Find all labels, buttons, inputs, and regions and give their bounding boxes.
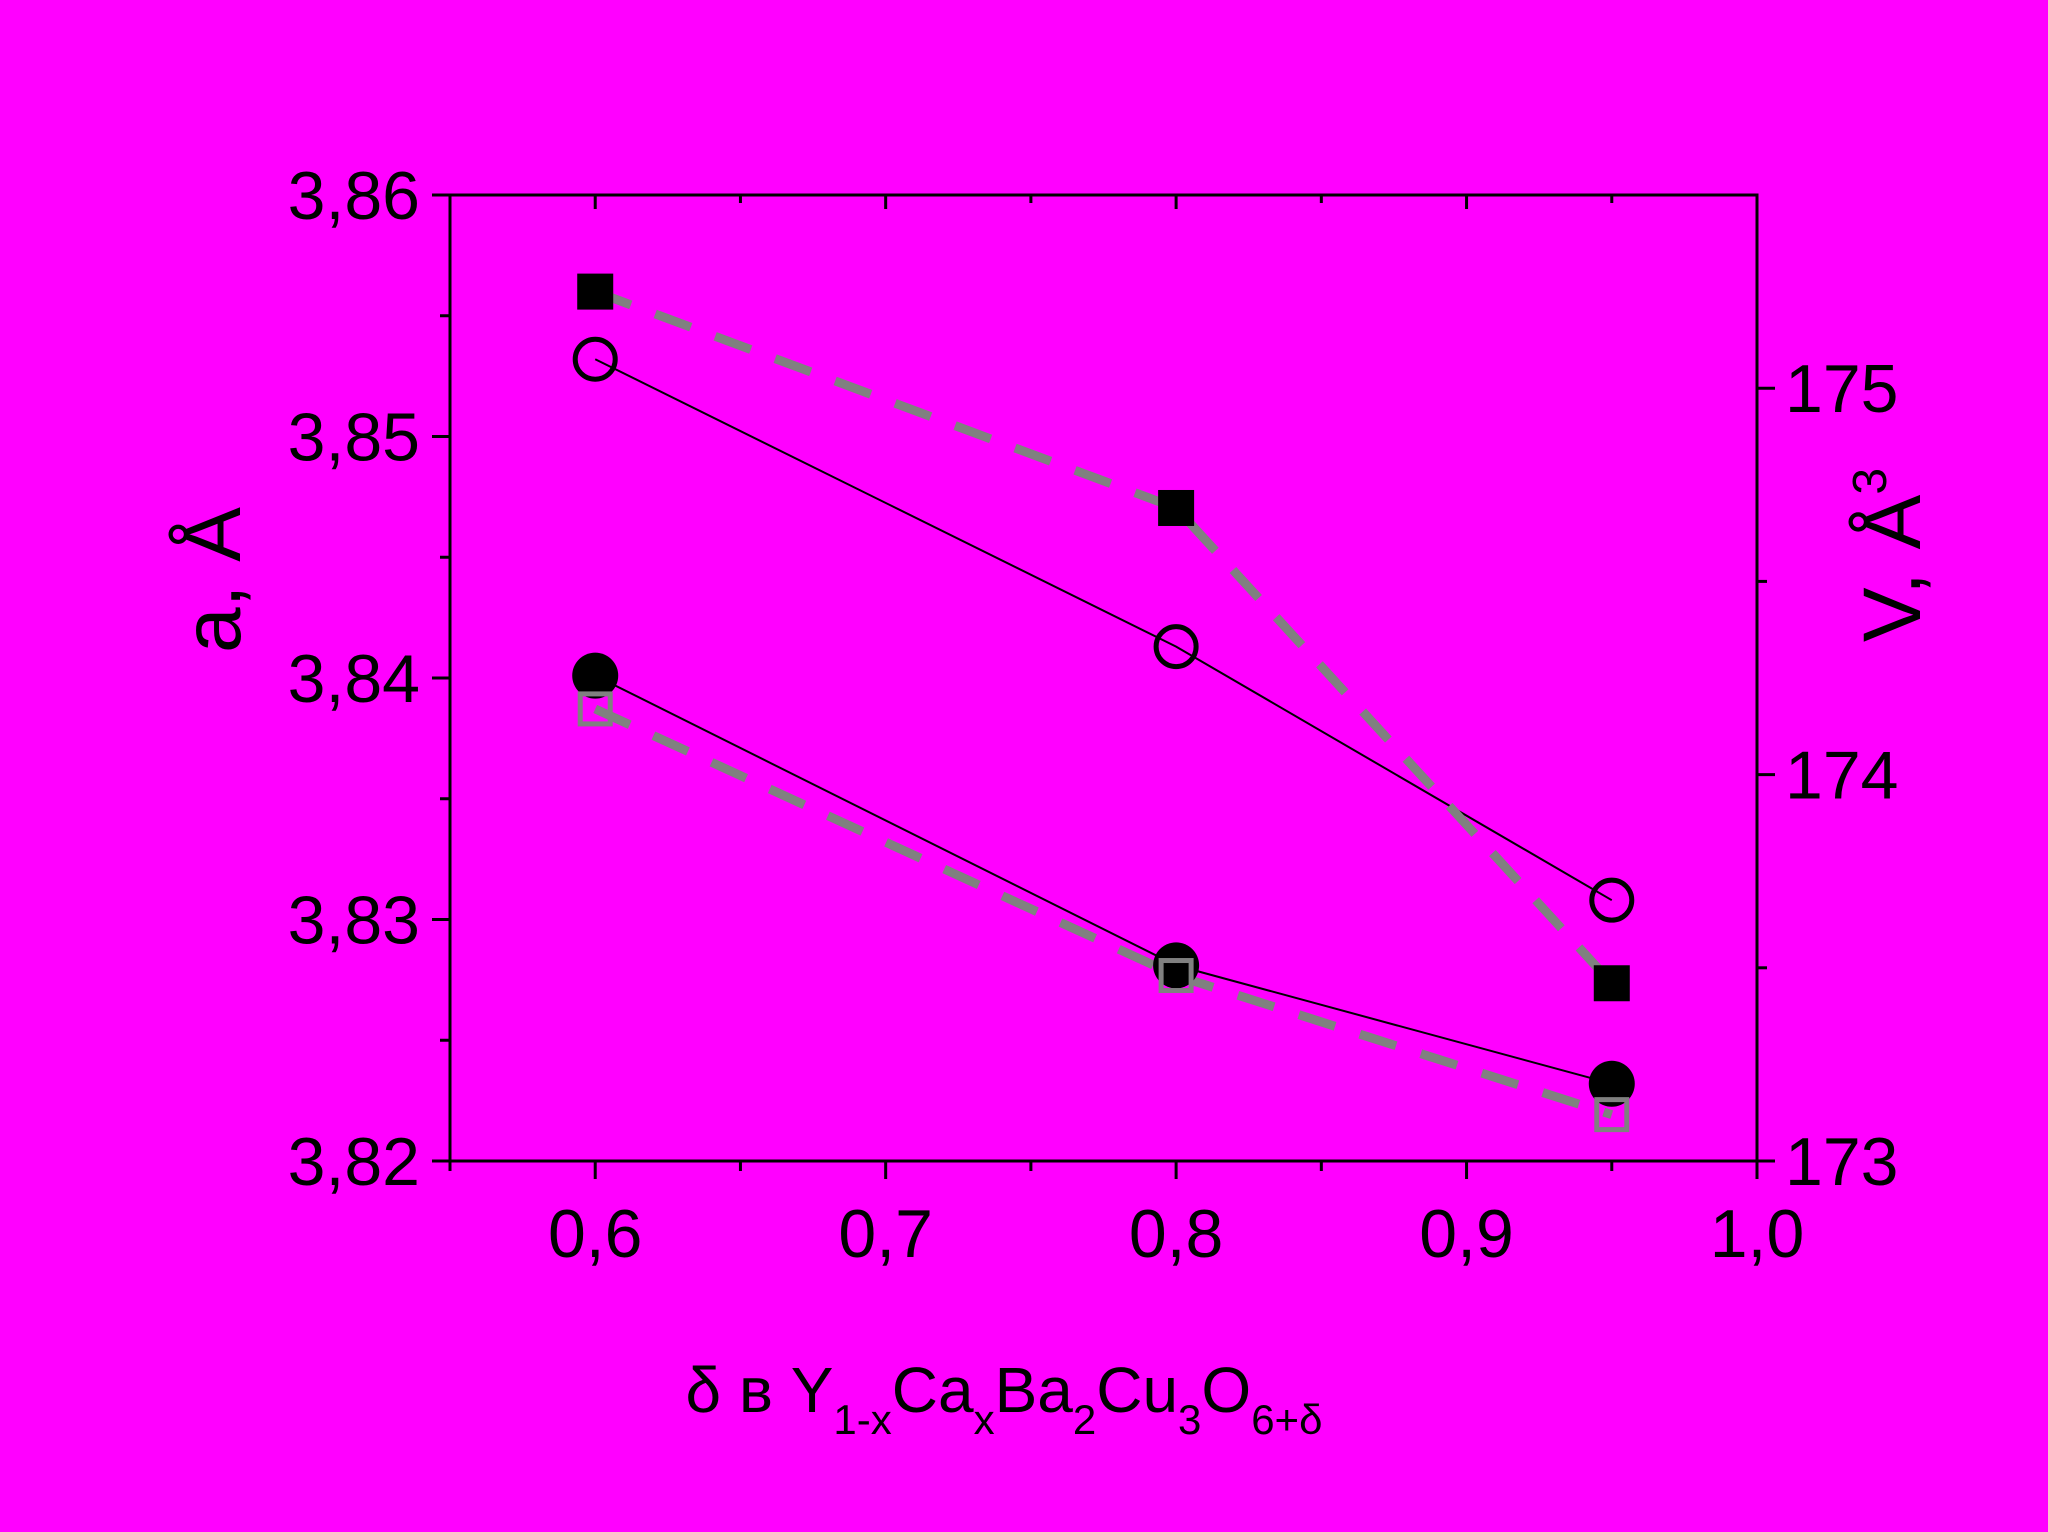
x-label-part: O	[1201, 1354, 1251, 1426]
y-right-tick-label: 173	[1785, 1124, 1898, 1200]
y-right-label-text: V, Å3	[1844, 468, 1938, 642]
x-tick-label: 1,0	[1710, 1196, 1805, 1272]
x-label-part: Ba	[995, 1354, 1074, 1426]
marker-filled-circle	[1153, 942, 1200, 989]
marker-open-square	[1158, 958, 1194, 994]
y-right-label: V, Å3	[1844, 468, 1938, 642]
marker-open-circle	[572, 336, 618, 382]
y-right-tick-label: 174	[1785, 738, 1898, 814]
series-line-open-circle	[594, 358, 1613, 902]
tick-labels: 0,6 0,7 0,8 0,9 1,0 3,82 3,83 3,84 3,85 3,86 173 17…	[288, 158, 1899, 1272]
x-label-sub: x	[974, 1396, 995, 1443]
axis-ticks	[432, 193, 1775, 1179]
y-right-label-sup: 3	[1844, 468, 1897, 495]
y-left-label-text: a, Å	[167, 507, 258, 653]
x-label-sub: 2	[1073, 1396, 1096, 1443]
marker-filled-square	[1593, 965, 1630, 1002]
x-label-sub: 6+δ	[1251, 1396, 1322, 1443]
marker-filled-square	[1158, 489, 1195, 526]
marker-open-circle	[1589, 877, 1635, 923]
y-left-tick-label: 3,85	[288, 400, 420, 476]
x-tick-label: 0,6	[548, 1196, 643, 1272]
series-markers	[572, 273, 1635, 1133]
series-line-filled-square	[593, 287, 1616, 987]
y-left-tick-label: 3,86	[288, 158, 420, 234]
x-label-sub: 1-x	[833, 1396, 891, 1443]
marker-filled-square	[577, 273, 614, 310]
marker-filled-circle	[1588, 1060, 1635, 1107]
y-right-tick-label: 175	[1785, 351, 1898, 427]
x-tick-label: 0,9	[1419, 1196, 1514, 1272]
x-tick-label: 0,7	[838, 1196, 933, 1272]
x-label-part: Cu	[1096, 1354, 1178, 1426]
x-label-part: Ca	[892, 1354, 974, 1426]
y-left-tick-label: 3,82	[288, 1124, 420, 1200]
series-line-open-square	[593, 704, 1614, 1119]
y-left-tick-label: 3,83	[288, 883, 420, 959]
y-left-tick-label: 3,84	[288, 641, 420, 717]
marker-open-square	[1594, 1097, 1630, 1133]
y-right-label-main: V, Å	[1847, 494, 1938, 642]
marker-open-circle	[1153, 624, 1199, 670]
x-tick-label: 0,8	[1129, 1196, 1224, 1272]
x-label-part: δ в Y	[686, 1354, 834, 1426]
marker-open-square	[577, 691, 613, 727]
x-axis-label: δ в Y1-xCaxBa2Cu3O6+δ	[686, 1354, 1323, 1443]
marker-filled-circle	[572, 652, 619, 699]
y-left-label: a, Å	[167, 507, 258, 653]
x-label-sub: 3	[1178, 1396, 1201, 1443]
